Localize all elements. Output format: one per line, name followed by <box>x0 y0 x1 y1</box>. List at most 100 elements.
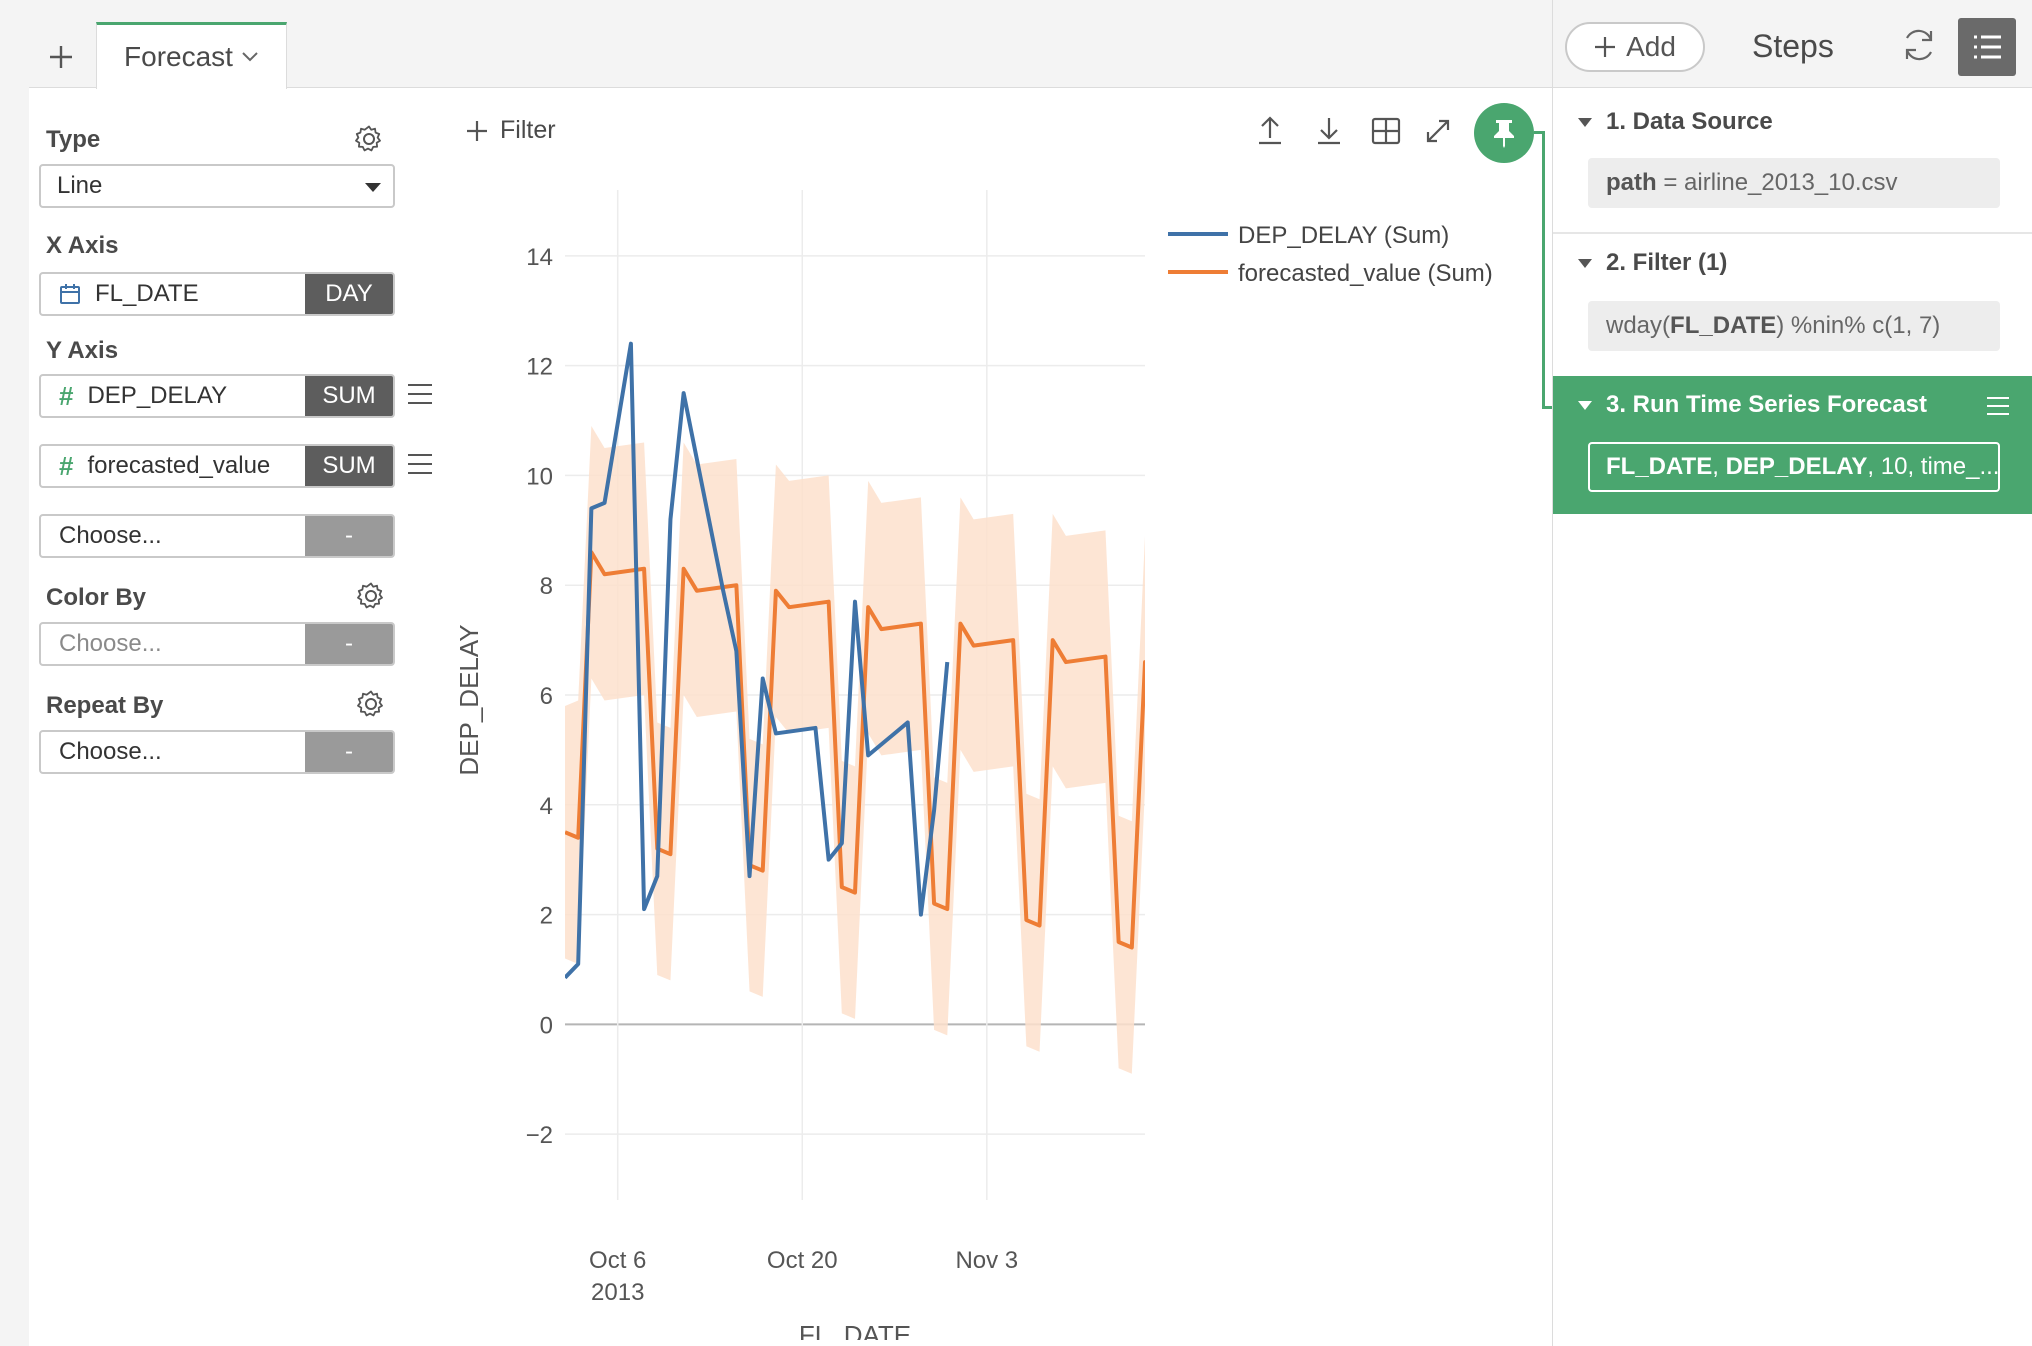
numeric-hash-icon: # <box>59 450 74 481</box>
y-axis-field-forecasted-value[interactable]: # forecasted_value SUM <box>39 444 395 488</box>
step-3-key-date: FL_DATE <box>1606 453 1713 480</box>
y-tick-label: 8 <box>540 573 553 600</box>
x-axis-label: X Axis <box>46 232 119 259</box>
step-2-header[interactable]: 2. Filter (1) <box>1578 249 1727 277</box>
plus-icon <box>50 46 72 68</box>
x-axis-agg-button[interactable]: DAY <box>305 274 393 314</box>
download-icon[interactable] <box>1312 114 1346 148</box>
y-tick-label: 4 <box>540 793 553 820</box>
list-icon <box>1974 35 2001 59</box>
step-3-sep: , <box>1712 453 1726 480</box>
x-axis-field-name: FL_DATE <box>95 280 199 307</box>
y-field-agg-button[interactable]: SUM <box>305 376 393 416</box>
add-step-button[interactable]: Add <box>1565 22 1705 72</box>
step-1-value: = airline_2013_10.csv <box>1656 169 1898 196</box>
step-2-body[interactable]: wday(FL_DATE) %nin% c(1, 7) <box>1588 301 2000 351</box>
y-choose-agg-button[interactable]: - <box>305 516 393 556</box>
step-3-title: 3. Run Time Series Forecast <box>1606 391 1928 418</box>
y-axis-title: DEP_DELAY <box>454 624 484 775</box>
step-1-title: 1. Data Source <box>1606 108 1773 135</box>
pin-button[interactable] <box>1474 103 1534 163</box>
pin-connector <box>1542 131 1545 409</box>
y-tick-label: 2 <box>540 903 553 930</box>
y-tick-label: 12 <box>526 354 553 381</box>
legend-entry: forecasted_value (Sum) <box>1238 260 1493 287</box>
type-settings-gear-icon[interactable] <box>354 124 384 154</box>
color-by-agg-button[interactable]: - <box>305 624 393 664</box>
y-choose-placeholder: Choose... <box>59 522 162 549</box>
collapse-triangle-icon <box>1578 400 1592 410</box>
add-tab-button[interactable] <box>36 32 86 82</box>
y-axis-choose-field[interactable]: Choose... - <box>39 514 395 558</box>
repeat-by-field[interactable]: Choose... - <box>39 730 395 774</box>
add-step-label: Add <box>1626 31 1676 62</box>
repeat-by-settings-gear-icon[interactable] <box>356 689 386 719</box>
color-by-label: Color By <box>46 584 147 611</box>
y-field-name: DEP_DELAY <box>87 382 228 409</box>
repeat-by-label: Repeat By <box>46 692 164 719</box>
repeat-by-placeholder: Choose... <box>59 738 162 765</box>
x-axis-title: FL_DATE <box>799 1320 911 1340</box>
x-tick-sublabel: 2013 <box>591 1279 644 1306</box>
step-3-menu-icon[interactable] <box>1986 396 2010 416</box>
y-field-menu-icon[interactable] <box>406 382 434 406</box>
step-1-key: path <box>1606 169 1657 196</box>
left-gutter <box>0 0 29 1346</box>
pin-icon <box>1494 120 1514 148</box>
tab-forecast-label: Forecast <box>124 41 233 72</box>
y-tick-label: 10 <box>526 463 553 490</box>
series-line-forecasted-value <box>565 550 1145 950</box>
refresh-icon[interactable] <box>1900 26 1938 64</box>
forecast-line-chart: −2 0 2 4 6 8 10 12 14 Oct 6 2013 Oct 20 Nov 3 DEP_DEL… <box>454 190 1493 1340</box>
collapse-triangle-icon <box>1578 258 1592 268</box>
calendar-icon <box>60 284 80 304</box>
legend-entry: DEP_DELAY (Sum) <box>1238 222 1449 249</box>
step-separator <box>1553 232 2032 234</box>
y-axis-label: Y Axis <box>46 337 119 364</box>
y-axis-field-dep-delay[interactable]: # DEP_DELAY SUM <box>39 374 395 418</box>
dropdown-caret-icon <box>365 183 381 192</box>
step-3-value: , 10, time_... <box>1867 453 2000 480</box>
plus-icon <box>467 120 487 141</box>
x-axis-field[interactable]: FL_DATE DAY <box>39 272 395 316</box>
expand-icon[interactable] <box>1421 114 1455 148</box>
step-2-key: FL_DATE <box>1670 312 1777 339</box>
collapse-triangle-icon <box>1578 117 1592 127</box>
numeric-hash-icon: # <box>59 380 74 411</box>
step-3-key-delay: DEP_DELAY <box>1725 453 1868 480</box>
color-by-settings-gear-icon[interactable] <box>356 581 386 611</box>
y-tick-label: 14 <box>526 244 553 271</box>
color-by-field[interactable]: Choose... - <box>39 622 395 666</box>
pin-connector <box>1542 406 1553 409</box>
steps-list-button[interactable] <box>1958 18 2016 76</box>
chart-type-select[interactable]: Line <box>39 164 395 208</box>
x-tick-label: Nov 3 <box>955 1247 1018 1274</box>
upload-icon[interactable] <box>1253 114 1287 148</box>
plus-icon <box>1595 37 1616 57</box>
add-filter-button[interactable]: Filter <box>466 116 556 145</box>
y-field-agg-button[interactable]: SUM <box>305 446 393 486</box>
step-1-body[interactable]: path = airline_2013_10.csv <box>1588 158 2000 208</box>
chevron-down-icon <box>242 52 258 62</box>
repeat-by-agg-button[interactable]: - <box>305 732 393 772</box>
step-3-body[interactable]: FL_DATE, DEP_DELAY, 10, time_... <box>1588 442 2000 492</box>
tab-forecast[interactable]: Forecast <box>96 22 287 89</box>
step-2-value: ) %nin% c(1, 7) <box>1776 312 1941 339</box>
panel-divider <box>1552 0 1553 1346</box>
y-tick-label: 6 <box>540 683 553 710</box>
type-label: Type <box>46 126 101 153</box>
y-tick-label: −2 <box>526 1122 553 1149</box>
y-field-name: forecasted_value <box>87 452 271 479</box>
y-field-menu-icon[interactable] <box>406 452 434 476</box>
chart-type-value: Line <box>57 172 103 199</box>
step-2-title: 2. Filter (1) <box>1606 249 1728 276</box>
step-3-header[interactable]: 3. Run Time Series Forecast <box>1578 391 1927 419</box>
y-tick-label: 0 <box>540 1012 553 1039</box>
table-view-icon[interactable] <box>1369 114 1403 148</box>
pin-connector <box>1534 131 1545 134</box>
filter-label: Filter <box>500 116 556 144</box>
color-by-placeholder: Choose... <box>59 630 162 657</box>
steps-title: Steps <box>1752 28 1834 64</box>
step-2-pre: wday( <box>1606 312 1671 339</box>
step-1-header[interactable]: 1. Data Source <box>1578 108 1773 136</box>
